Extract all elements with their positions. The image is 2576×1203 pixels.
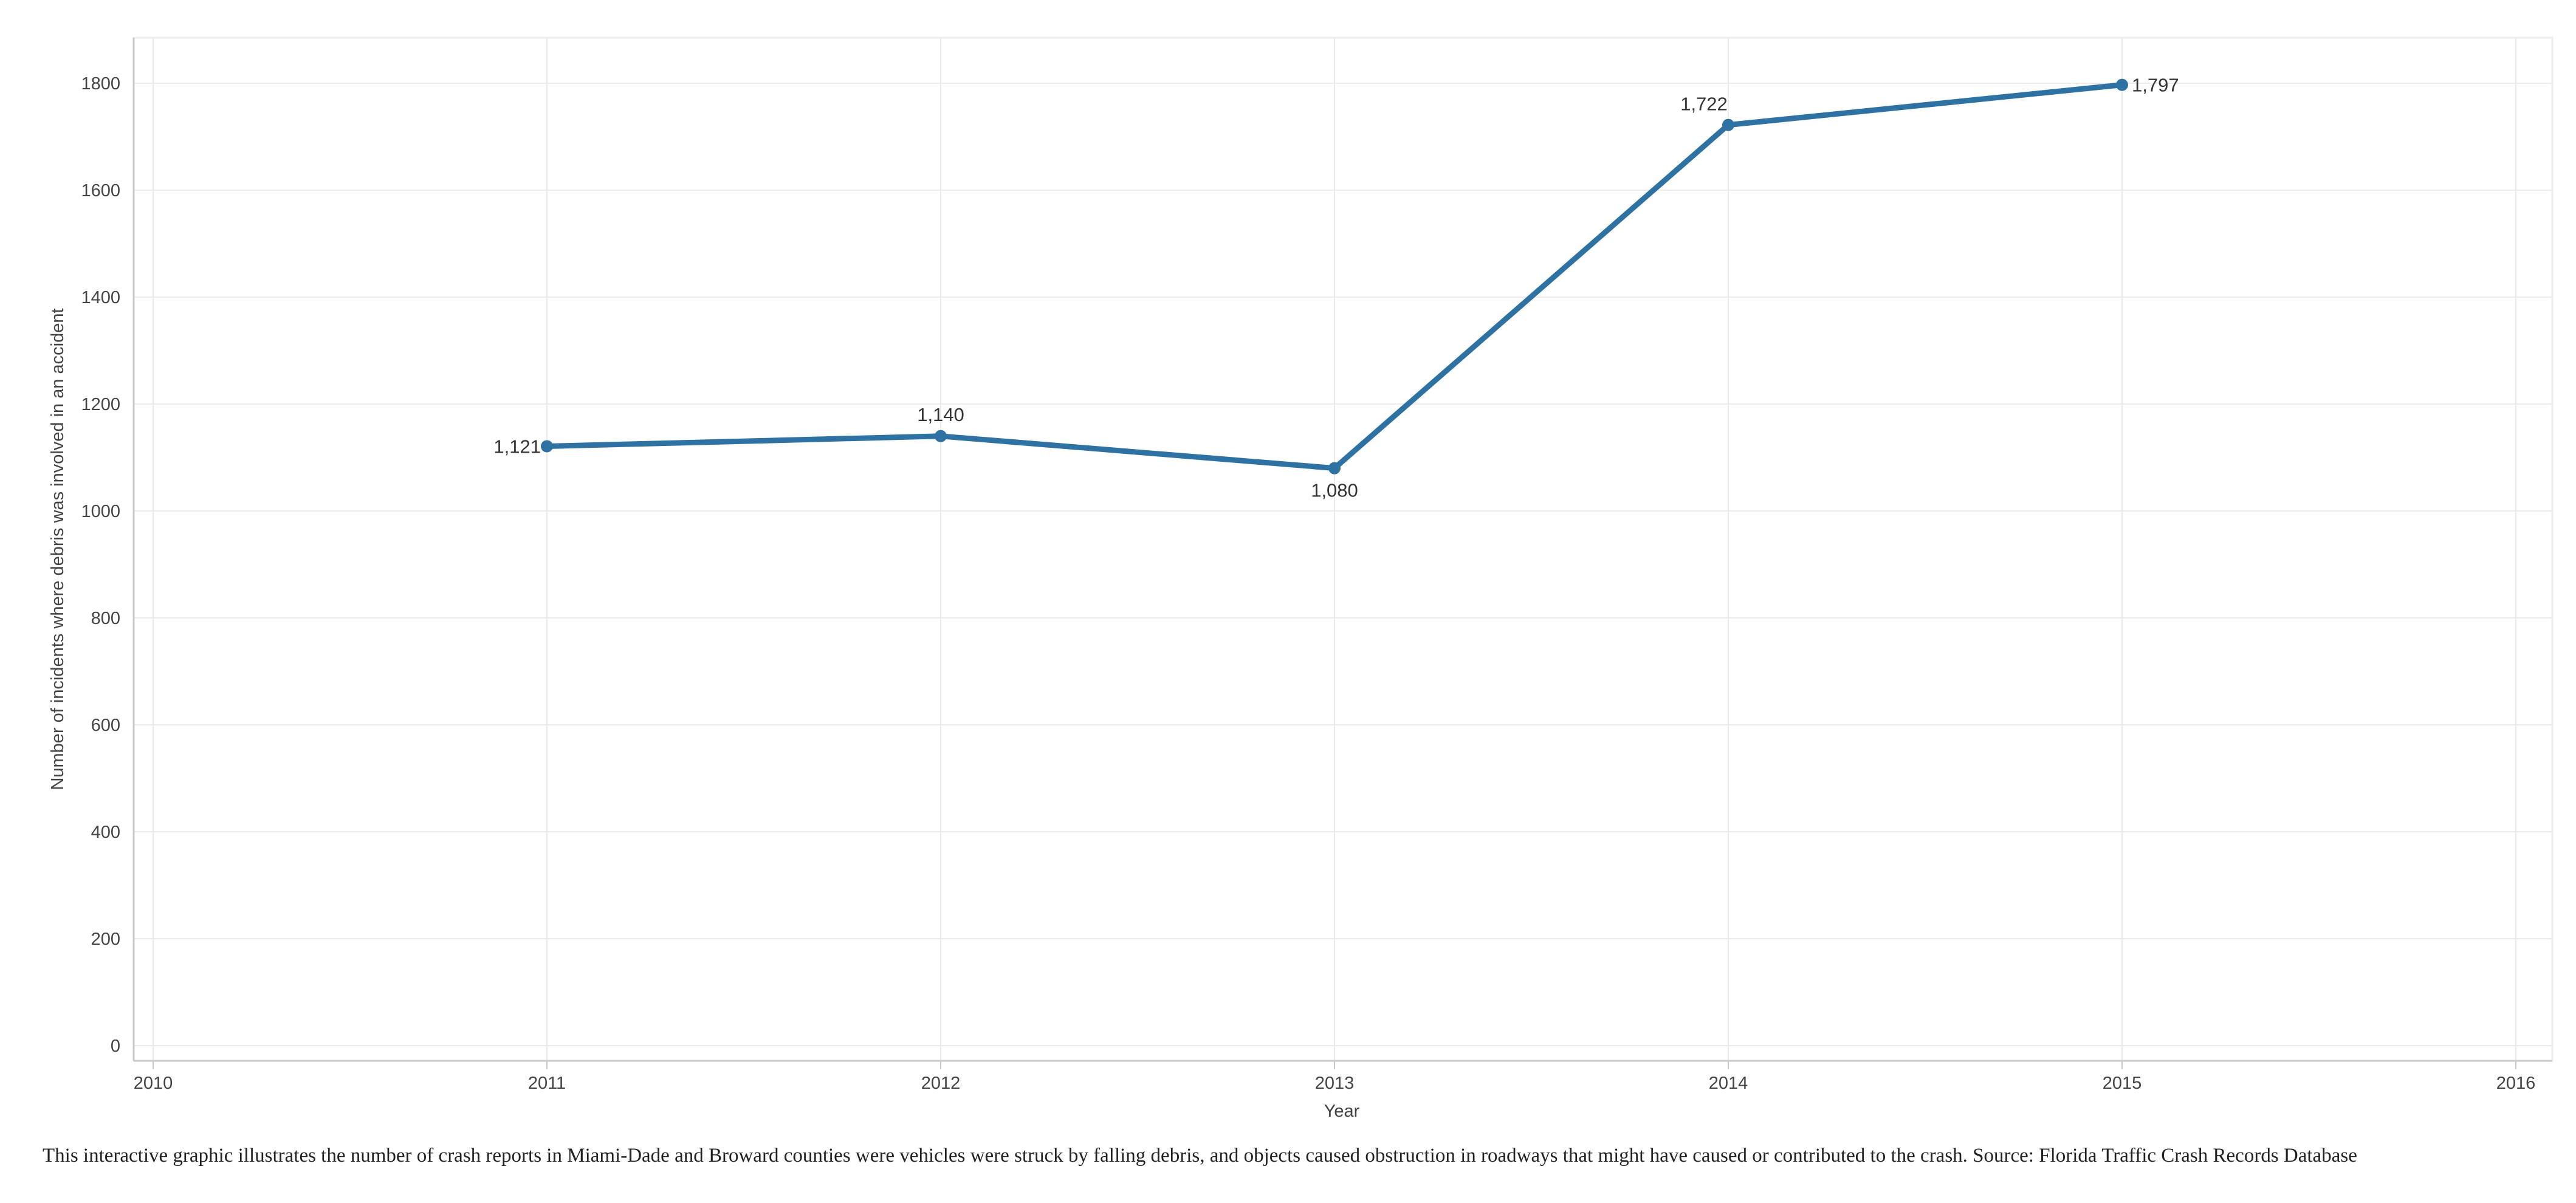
y-tick-label: 400: [91, 823, 120, 842]
data-point[interactable]: [1722, 118, 1734, 131]
y-tick-label: 1200: [81, 395, 120, 414]
data-label: 1,080: [1311, 480, 1358, 501]
data-point[interactable]: [935, 430, 947, 442]
chart-caption: This interactive graphic illustrates the…: [43, 1145, 2357, 1167]
data-point[interactable]: [2116, 78, 2128, 91]
data-label: 1,722: [1680, 94, 1728, 115]
y-tick-label: 800: [91, 609, 120, 628]
y-axis-title: Number of incidents where debris was inv…: [48, 308, 67, 790]
data-label: 1,797: [2132, 75, 2179, 96]
x-tick-label: 2016: [2496, 1074, 2536, 1093]
x-tick-label: 2014: [1709, 1074, 1748, 1093]
vertical-gridlines: [153, 38, 2516, 1069]
y-tick-label: 200: [91, 930, 120, 949]
x-tick-label: 2012: [921, 1074, 961, 1093]
data-points: [541, 78, 2128, 475]
y-tick-label: 1800: [81, 74, 120, 94]
x-tick-labels: 2010 2011 2012 2013 2014 2015 2016: [134, 1074, 2536, 1093]
y-tick-labels: 0 200 400 600 800 1000 1200 1400 1600 1800: [81, 74, 120, 1056]
data-point[interactable]: [1328, 462, 1341, 475]
data-label: 1,121: [493, 436, 541, 458]
data-point[interactable]: [541, 440, 553, 453]
x-tick-label: 2010: [134, 1074, 173, 1093]
y-tick-label: 1600: [81, 181, 120, 200]
y-tick-label: 600: [91, 716, 120, 735]
y-tick-label: 0: [111, 1037, 120, 1056]
x-tick-label: 2015: [2103, 1074, 2142, 1093]
y-tick-label: 1400: [81, 288, 120, 307]
y-tick-label: 1000: [81, 502, 120, 521]
horizontal-gridlines: [134, 83, 2552, 1046]
x-tick-label: 2013: [1315, 1074, 1355, 1093]
data-label: 1,140: [917, 404, 964, 425]
plot-area: [132, 36, 2554, 1062]
data-labels: 1,121 1,140 1,080 1,722 1,797: [493, 75, 2179, 501]
x-axis-title: Year: [1324, 1102, 1360, 1121]
x-tick-label: 2011: [528, 1074, 566, 1093]
